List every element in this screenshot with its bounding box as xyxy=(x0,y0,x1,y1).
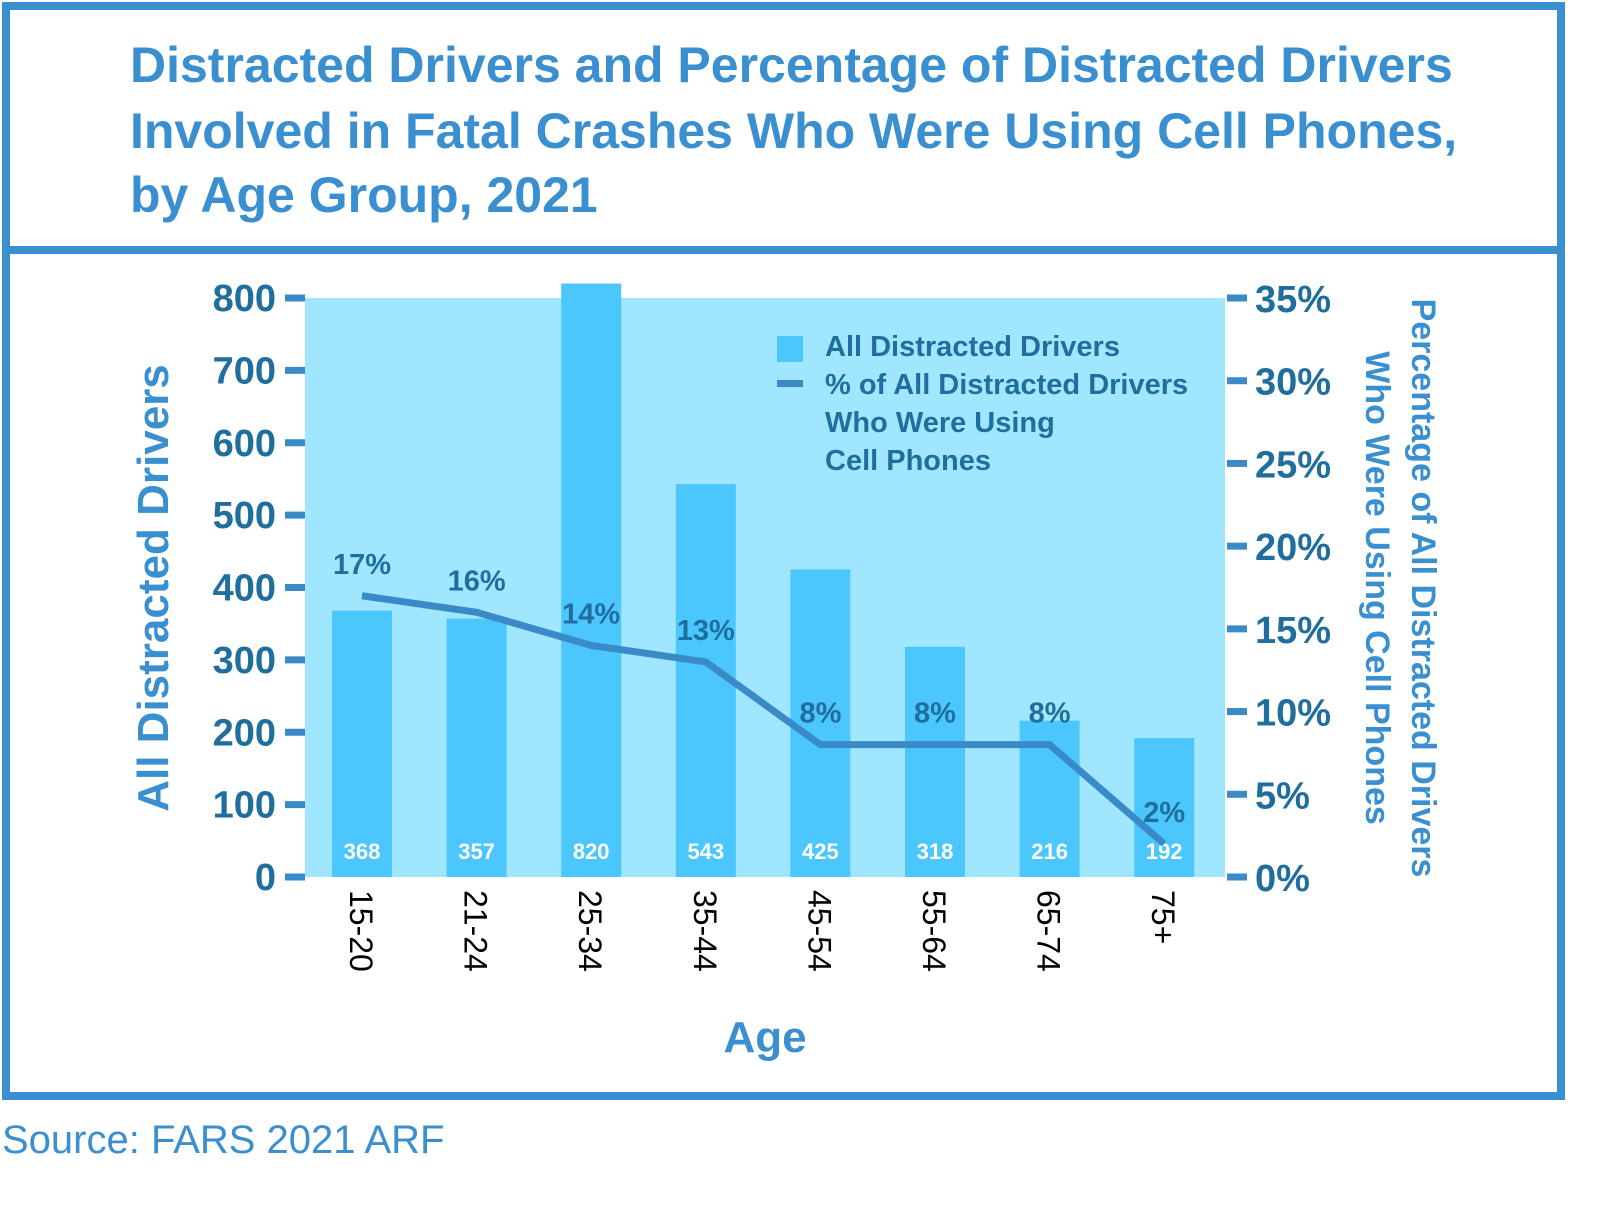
y2-axis-label-1: Percentage of All Distracted Drivers xyxy=(1404,299,1442,878)
x-tick-label: 35-44 xyxy=(687,890,723,972)
title-line-2: Involved in Fatal Crashes Who Were Using… xyxy=(130,103,1457,159)
x-tick-label: 75+ xyxy=(1145,890,1181,944)
bar-21-24 xyxy=(446,618,507,877)
y-tick-label: 200 xyxy=(213,712,276,754)
y-tick-mark xyxy=(285,439,305,447)
x-tick-label: 55-64 xyxy=(916,890,952,972)
y2-axis-label-2: Who Were Using Cell Phones xyxy=(1358,351,1396,825)
source-note: Source: FARS 2021 ARF xyxy=(2,1118,444,1162)
y2-tick-mark xyxy=(1227,294,1247,302)
y2-tick-mark xyxy=(1227,542,1247,550)
line-value-label: 14% xyxy=(562,598,620,630)
line-value-label: 16% xyxy=(448,565,506,597)
x-axis-label: Age xyxy=(723,1013,806,1062)
y-axis-label: All Distracted Drivers xyxy=(129,364,178,812)
bar-value-label: 543 xyxy=(687,839,724,864)
title-line-3: by Age Group, 2021 xyxy=(130,167,598,223)
y-tick-mark xyxy=(285,728,305,736)
title-line-1: Distracted Drivers and Percentage of Dis… xyxy=(130,37,1453,93)
legend-bar-swatch xyxy=(777,336,803,362)
y-tick-label: 100 xyxy=(213,785,276,827)
y2-tick-mark xyxy=(1227,708,1247,716)
line-value-label: 8% xyxy=(1029,698,1071,730)
y-tick-label: 0 xyxy=(255,857,276,899)
bar-value-label: 425 xyxy=(802,839,839,864)
x-tick-label: 25-34 xyxy=(572,890,608,972)
frame xyxy=(2,2,1565,1100)
bar-75+ xyxy=(1134,738,1195,877)
percentage-line xyxy=(361,592,1167,847)
y2-tick-mark xyxy=(1227,377,1247,385)
legend-line-label-3: Cell Phones xyxy=(825,445,991,477)
y2-tick-mark xyxy=(1227,790,1247,798)
bar-value-label: 368 xyxy=(344,839,381,864)
bar-25-34 xyxy=(561,283,622,877)
y-tick-label: 600 xyxy=(213,423,276,465)
x-tick-label: 15-20 xyxy=(343,890,379,972)
y-tick-label: 800 xyxy=(213,278,276,320)
y-tick-mark xyxy=(285,656,305,664)
y-tick-mark xyxy=(285,584,305,591)
y-tick-label: 500 xyxy=(213,495,276,537)
y2-tick-label: 35% xyxy=(1255,279,1331,321)
y2-tick-mark xyxy=(1227,459,1247,467)
line-value-label: 17% xyxy=(333,549,391,581)
y2-tick-label: 25% xyxy=(1255,444,1331,486)
x-tick-label: 45-54 xyxy=(801,890,837,972)
legend-bar-label: All Distracted Drivers xyxy=(825,331,1120,363)
y-tick-mark xyxy=(285,366,305,374)
y2-tick-label: 0% xyxy=(1255,858,1310,900)
legend-line-swatch xyxy=(777,380,803,387)
y2-tick-label: 15% xyxy=(1255,610,1331,652)
bar-55-64 xyxy=(905,646,965,877)
legend: All Distracted Drivers % of All Distract… xyxy=(777,331,1188,477)
bar-value-label: 820 xyxy=(573,839,610,864)
y2-tick-mark xyxy=(1227,625,1247,633)
y-tick-label: 700 xyxy=(213,350,276,392)
legend-line-label-1: % of All Distracted Drivers xyxy=(825,369,1188,401)
y-tick-mark xyxy=(285,801,305,809)
y-tick-mark xyxy=(285,511,305,519)
y-tick-mark xyxy=(285,294,305,302)
bar-value-label: 357 xyxy=(458,839,495,864)
x-tick-label: 65-74 xyxy=(1031,890,1067,972)
bar-value-label: 216 xyxy=(1031,839,1068,864)
legend-line-label-2: Who Were Using xyxy=(825,407,1055,439)
bar-45-54 xyxy=(790,569,851,877)
y-tick-label: 400 xyxy=(213,568,276,610)
bar-value-label: 318 xyxy=(917,839,954,864)
line-value-label: 2% xyxy=(1143,797,1185,829)
y-tick-label: 300 xyxy=(213,640,276,682)
y2-tick-mark xyxy=(1227,873,1247,881)
y-tick-mark xyxy=(285,873,305,881)
y2-tick-label: 10% xyxy=(1255,693,1331,735)
y2-tick-label: 5% xyxy=(1255,775,1310,817)
line-value-label: 8% xyxy=(914,698,956,730)
y2-tick-label: 30% xyxy=(1255,362,1331,404)
bar-15-20 xyxy=(332,610,392,877)
y2-tick-label: 20% xyxy=(1255,527,1331,569)
line-value-label: 13% xyxy=(677,615,735,647)
x-tick-label: 21-24 xyxy=(458,890,494,972)
line-value-label: 8% xyxy=(799,698,841,730)
